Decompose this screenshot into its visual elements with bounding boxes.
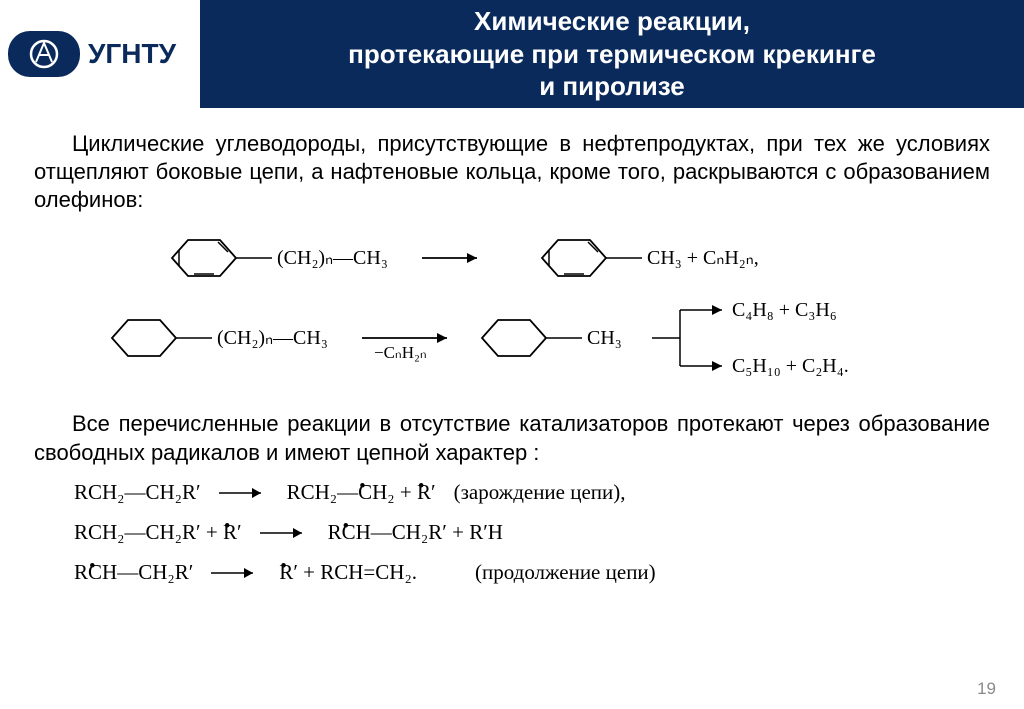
svg-text:C₅H₁₀ + C₂H₄.: C₅H₁₀ + C₂H₄. xyxy=(732,355,849,377)
radical-reactions: RCH₂—CH₂R′ RCH₂—CH₂ + R′ (зарождение цеп… xyxy=(74,473,990,593)
formula: RCH₂—CH₂R′ + R′ xyxy=(74,513,242,553)
reaction-note: (зарождение цепи), xyxy=(454,473,626,513)
svg-text:(CH₂)ₙ—CH₃: (CH₂)ₙ—CH₃ xyxy=(217,327,328,349)
svg-text:−CₙH₂ₙ: −CₙH₂ₙ xyxy=(374,343,427,362)
logo-icon xyxy=(8,31,80,77)
page-number: 19 xyxy=(977,679,996,699)
title-line: и пиролизе xyxy=(539,70,685,103)
reaction-scheme-cyclic: (CH₂)ₙ—CH₃ CH₃ + CₙH₂ₙ, (CH₂)ₙ—CH₃ xyxy=(62,220,962,400)
svg-text:CH₃: CH₃ xyxy=(587,327,622,349)
title-line: протекающие при термическом крекинге xyxy=(348,38,876,71)
formula: RCH₂—CH₂ + R′ xyxy=(287,473,436,513)
reaction-note: (продолжение цепи) xyxy=(475,553,656,593)
slide-title: Химические реакции, протекающие при терм… xyxy=(200,0,1024,108)
svg-text:C₄H₈ + C₃H₆: C₄H₈ + C₃H₆ xyxy=(732,299,837,321)
slide-header: УГНТУ Химические реакции, протекающие пр… xyxy=(0,0,1024,108)
radical-row-3: RCH—CH₂R′ R′ + RCH=CH₂. (продолжение цеп… xyxy=(74,553,990,593)
slide-content: Циклические углеводороды, присутствующие… xyxy=(0,108,1024,592)
formula: R′ + RCH=CH₂. xyxy=(279,553,417,593)
org-name: УГНТУ xyxy=(88,38,176,70)
title-line: Химические реакции, xyxy=(474,5,750,38)
radical-row-2: RCH₂—CH₂R′ + R′ RCH—CH₂R′ + R′H xyxy=(74,513,990,553)
radical-row-1: RCH₂—CH₂R′ RCH₂—CH₂ + R′ (зарождение цеп… xyxy=(74,473,990,513)
paragraph-2: Все перечисленные реакции в отсутствие к… xyxy=(34,410,990,466)
svg-text:(CH₂)ₙ—CH₃: (CH₂)ₙ—CH₃ xyxy=(277,247,388,269)
formula: RCH₂—CH₂R′ xyxy=(74,473,201,513)
svg-text:CH₃ + CₙH₂ₙ,: CH₃ + CₙH₂ₙ, xyxy=(647,247,759,269)
formula: RCH—CH₂R′ xyxy=(74,553,193,593)
formula: RCH—CH₂R′ + R′H xyxy=(328,513,503,553)
paragraph-1: Циклические углеводороды, присутствующие… xyxy=(34,130,990,214)
logo-block: УГНТУ xyxy=(0,0,200,108)
